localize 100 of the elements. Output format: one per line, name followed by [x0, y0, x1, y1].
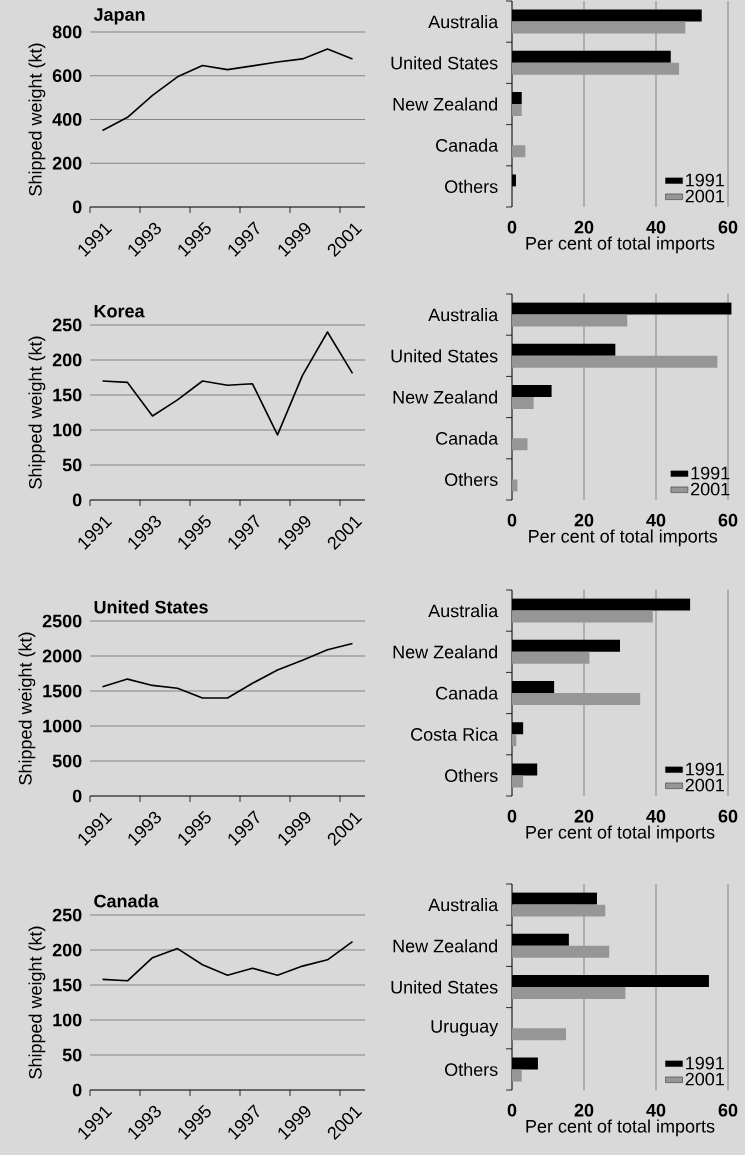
y-axis-title: Shipped weight (kt) [28, 926, 46, 1079]
x-tick-label: 40 [646, 1103, 666, 1117]
x-tick-label: 0 [507, 220, 517, 234]
y-tick-label: 150 [53, 978, 82, 992]
chart-title: Canada [94, 894, 159, 908]
bar [512, 1069, 522, 1082]
y-tick-label: 800 [52, 25, 82, 39]
y-tick-label: Australia [428, 307, 499, 322]
x-tick-label: 60 [718, 809, 738, 823]
y-tick-label: 1500 [43, 684, 82, 698]
y-tick-label: 0 [72, 789, 82, 803]
x-axis-title: Per cent of total imports [526, 825, 715, 843]
x-tick-label: 40 [646, 513, 666, 527]
bar [512, 1028, 566, 1041]
y-tick-label: 200 [52, 156, 82, 170]
x-tick-label: 20 [574, 220, 594, 234]
y-tick-label: 150 [53, 388, 82, 402]
bar [512, 693, 641, 706]
chart-title: Japan [93, 8, 145, 25]
y-tick-label: New Zealand [393, 390, 497, 404]
bar [512, 21, 686, 34]
line-series [101, 331, 354, 436]
bar [512, 651, 590, 664]
y-axis-title: Shipped weight (kt) [28, 43, 46, 196]
y-tick-label: 0 [72, 493, 82, 507]
x-tick-label: 20 [574, 513, 594, 527]
y-tick-label: United States [391, 980, 498, 994]
legend-label: 1991 [686, 762, 724, 776]
bar [512, 145, 526, 158]
y-tick-label: Canada [436, 138, 499, 152]
y-tick-label: 2000 [42, 649, 82, 663]
bar [512, 987, 626, 1000]
legend-label: 2001 [691, 482, 730, 496]
x-tick-label: 20 [574, 1103, 594, 1117]
x-tick-label: 60 [718, 513, 738, 527]
x-tick-label: 60 [718, 220, 738, 234]
chart-title: Korea [94, 304, 145, 318]
y-tick-label: Australia [428, 898, 499, 912]
y-tick-label: 200 [52, 943, 82, 957]
x-tick-label: 0 [507, 513, 517, 527]
bar [512, 610, 653, 623]
x-tick-label: 60 [718, 1103, 738, 1117]
bar [512, 104, 522, 116]
y-tick-label: 1000 [43, 719, 82, 733]
bar [512, 904, 606, 917]
legend-label: 2001 [685, 1072, 724, 1086]
chart-title: United States [94, 600, 208, 614]
y-axis-title: Shipped weight (kt) [28, 336, 46, 489]
y-tick-label: 100 [53, 1013, 82, 1027]
y-tick-label: Uruguay [431, 1020, 499, 1037]
y-tick-label: Others [445, 179, 498, 194]
bar [512, 62, 680, 75]
y-tick-label: 0 [72, 1083, 82, 1097]
bar [512, 355, 718, 368]
y-tick-label: 600 [52, 69, 82, 83]
legend-label: 2001 [685, 189, 724, 203]
y-tick-label: 400 [52, 113, 82, 126]
bar [512, 314, 628, 327]
y-tick-label: 2500 [42, 614, 82, 628]
y-tick-label: Canada [436, 431, 499, 445]
y-tick-label: Canada [436, 686, 499, 700]
y-tick-label: United States [391, 56, 498, 70]
line-series [101, 642, 354, 699]
y-tick-label: 500 [52, 754, 82, 768]
y-tick-label: Australia [428, 14, 499, 29]
y-tick-label: 50 [62, 1048, 82, 1062]
y-tick-label: United States [391, 349, 498, 363]
y-tick-label: Australia [428, 604, 499, 618]
x-axis-title: Per cent of total imports [529, 529, 718, 547]
y-tick-label: 200 [52, 353, 82, 367]
y-axis-title: Shipped weight (kt) [18, 632, 36, 785]
legend-label: 2001 [685, 778, 724, 792]
legend-label: 1991 [686, 1056, 724, 1070]
y-tick-label: 100 [53, 423, 82, 437]
x-tick-label: 20 [574, 809, 594, 823]
bar [512, 775, 524, 788]
line-series [101, 48, 354, 132]
x-tick-label: 0 [507, 809, 517, 823]
y-tick-label: 50 [62, 458, 82, 472]
bar [512, 945, 610, 958]
bar [512, 397, 534, 410]
y-tick-label: Others [445, 768, 498, 783]
y-tick-label: Others [445, 472, 498, 487]
bar [512, 438, 528, 451]
x-axis-title: Per cent of total imports [526, 1119, 715, 1137]
y-tick-label: New Zealand [393, 939, 497, 953]
x-tick-label: 40 [646, 220, 666, 234]
y-tick-label: New Zealand [393, 645, 497, 659]
legend-label: 1991 [691, 466, 730, 480]
line-series [101, 940, 354, 982]
x-axis-title: Per cent of total imports [526, 236, 715, 254]
y-tick-label: New Zealand [393, 97, 497, 111]
x-tick-label: 0 [507, 1103, 517, 1117]
y-tick-label: Others [445, 1062, 498, 1077]
x-tick-label: 40 [646, 809, 666, 823]
y-tick-label: Costa Rica [411, 727, 499, 741]
y-tick-label: 250 [52, 908, 82, 922]
y-tick-label: 250 [52, 318, 82, 332]
legend-label: 1991 [686, 173, 724, 187]
y-tick-label: 0 [72, 200, 82, 214]
